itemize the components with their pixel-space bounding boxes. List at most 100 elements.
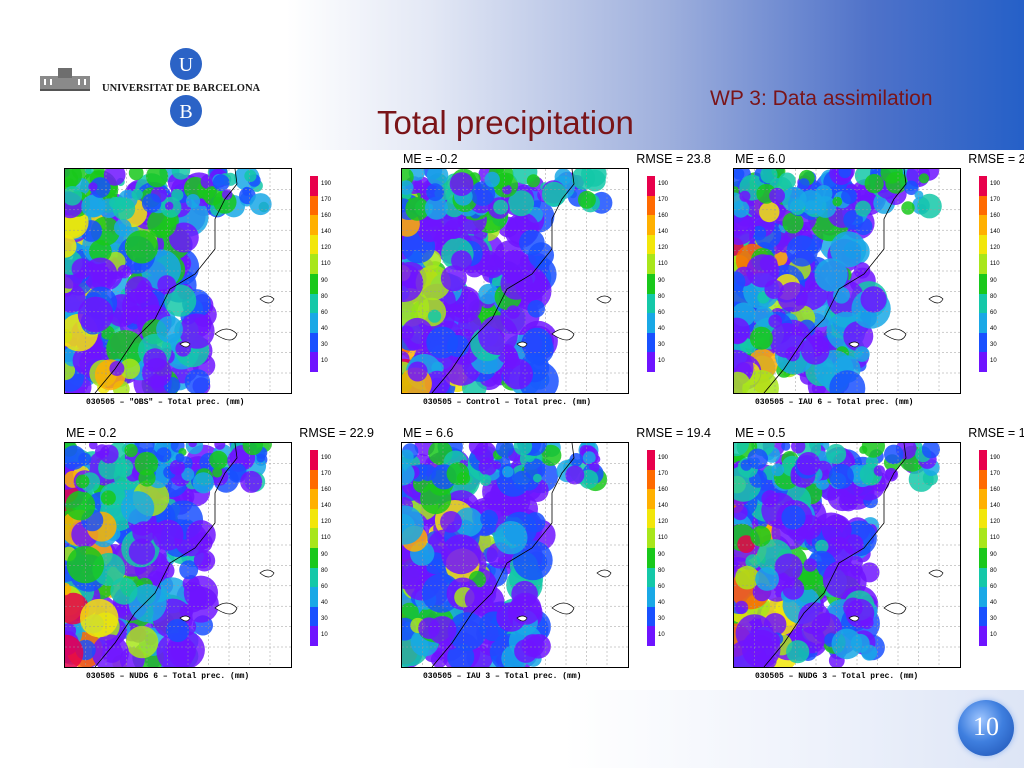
colorbar-swatch	[979, 215, 987, 235]
colorbar-tick-label: 190	[990, 455, 1001, 461]
colorbar-tick-label: 80	[990, 567, 997, 574]
colorbar-swatch	[979, 606, 987, 627]
svg-text:U: U	[179, 54, 194, 76]
colorbar-tick-label: 40	[990, 599, 997, 606]
colorbar-swatch	[310, 567, 318, 588]
colorbar-ticks: 190 170 160 140 120 110 90 80 60 40 30 10	[990, 180, 1000, 376]
colorbar-tick-label: 10	[990, 632, 997, 639]
panel-nudg3: ME = 0.5 RMSE = 19.0 190 170 160 140 120 110 9…	[733, 426, 1024, 692]
precipitation-field	[402, 169, 628, 393]
colorbar-swatch	[979, 352, 987, 372]
colorbar-tick-label: 90	[990, 551, 997, 558]
colorbar-swatch	[647, 352, 655, 372]
colorbar-tick-label: 120	[990, 519, 1001, 526]
colorbar-swatch	[979, 508, 987, 529]
colorbar-tick-label: 40	[990, 325, 997, 332]
colorbar-tick-label: 60	[990, 309, 997, 316]
panel-nudg6: ME = 0.2 RMSE = 22.9 190 170 160 140 120 110 9…	[64, 426, 374, 692]
colorbar	[310, 176, 318, 372]
colorbar-swatch	[310, 528, 318, 548]
precipitation-map	[733, 442, 961, 668]
colorbar-swatch	[310, 606, 318, 627]
colorbar-tick-label: 90	[321, 277, 328, 284]
colorbar-swatch	[310, 234, 318, 255]
colorbar-swatch	[310, 273, 318, 294]
colorbar-tick-label: 30	[321, 615, 328, 622]
svg-text:UNIVERSITAT DE BARCELONA: UNIVERSITAT DE BARCELONA	[102, 83, 261, 94]
colorbar-tick-label: 160	[658, 487, 669, 494]
colorbar-swatch	[647, 547, 655, 568]
colorbar-swatch	[979, 587, 987, 607]
colorbar-tick-label: 160	[321, 213, 332, 220]
colorbar	[979, 176, 987, 372]
colorbar-ticks: 190 170 160 140 120 110 90 80 60 40 30 10	[321, 180, 331, 376]
panel-iau6: ME = 6.0 RMSE = 23.4 190 170 160 140 120 110 9…	[733, 152, 1024, 418]
colorbar-swatch	[310, 547, 318, 568]
colorbar-swatch	[979, 195, 987, 216]
colorbar-swatch	[979, 469, 987, 490]
map-caption: 030505 – IAU 3 – Total prec. (mm)	[423, 672, 582, 681]
colorbar-swatch	[979, 547, 987, 568]
colorbar-swatch	[979, 313, 987, 333]
precipitation-field	[402, 443, 628, 667]
colorbar-swatch	[310, 254, 318, 274]
colorbar-swatch	[647, 489, 655, 509]
colorbar	[310, 450, 318, 646]
colorbar-tick-label: 120	[658, 519, 669, 526]
colorbar-tick-label: 30	[990, 341, 997, 348]
colorbar-tick-label: 120	[321, 245, 332, 252]
colorbar-tick-label: 80	[658, 293, 665, 300]
rmse-value: RMSE = 23.4	[968, 152, 1024, 166]
map-caption: 030505 – Control – Total prec. (mm)	[423, 398, 592, 407]
colorbar-tick-label: 30	[658, 341, 665, 348]
me-value: ME = 0.2	[66, 426, 117, 440]
rmse-value: RMSE = 19.0	[968, 426, 1024, 440]
colorbar-tick-label: 80	[321, 293, 328, 300]
panel-obs: 190 170 160 140 120 110 90 80 60 40 30 10 030505 – …	[64, 152, 374, 418]
colorbar-swatch	[979, 567, 987, 588]
colorbar-tick-label: 60	[658, 583, 665, 590]
colorbar-tick-label: 60	[990, 583, 997, 590]
rmse-value: RMSE = 19.4	[636, 426, 711, 440]
colorbar-tick-label: 30	[990, 615, 997, 622]
colorbar-swatch	[310, 469, 318, 490]
colorbar-tick-label: 80	[990, 293, 997, 300]
colorbar-tick-label: 110	[321, 535, 331, 542]
page-number-badge: 10	[958, 700, 1014, 756]
colorbar-swatch	[979, 332, 987, 353]
colorbar-ticks: 190 170 160 140 120 110 90 80 60 40 30 10	[321, 454, 331, 650]
colorbar-swatch	[979, 293, 987, 314]
me-value: ME = 6.6	[403, 426, 454, 440]
slide-subtitle: WP 3: Data assimilation	[710, 87, 933, 110]
precipitation-field	[734, 169, 960, 393]
colorbar-tick-label: 40	[658, 599, 665, 606]
colorbar-swatch	[647, 293, 655, 314]
colorbar-swatch	[647, 254, 655, 274]
colorbar-swatch	[647, 273, 655, 294]
colorbar-swatch	[647, 176, 655, 196]
precipitation-field	[734, 443, 960, 667]
colorbar-swatch	[979, 273, 987, 294]
colorbar-tick-label: 110	[658, 261, 668, 268]
colorbar-tick-label: 60	[658, 309, 665, 316]
colorbar-tick-label: 140	[990, 229, 1001, 236]
panel-iau3: ME = 6.6 RMSE = 19.4 190 170 160 140 120 110 9…	[401, 426, 711, 692]
colorbar-swatch	[979, 489, 987, 509]
colorbar-tick-label: 170	[990, 197, 1001, 204]
me-value: ME = 0.5	[735, 426, 786, 440]
colorbar-tick-label: 140	[321, 229, 332, 236]
colorbar-tick-label: 40	[658, 325, 665, 332]
precipitation-map	[401, 442, 629, 668]
colorbar-ticks: 190 170 160 140 120 110 90 80 60 40 30 10	[658, 454, 668, 650]
colorbar-swatch	[310, 293, 318, 314]
colorbar-tick-label: 140	[658, 229, 669, 236]
colorbar-swatch	[647, 195, 655, 216]
colorbar-swatch	[979, 626, 987, 646]
colorbar-tick-label: 160	[990, 213, 1001, 220]
colorbar-swatch	[979, 528, 987, 548]
colorbar-tick-label: 80	[658, 567, 665, 574]
colorbar-tick-label: 80	[321, 567, 328, 574]
colorbar-tick-label: 120	[990, 245, 1001, 252]
colorbar-tick-label: 170	[658, 197, 669, 204]
colorbar	[647, 176, 655, 372]
